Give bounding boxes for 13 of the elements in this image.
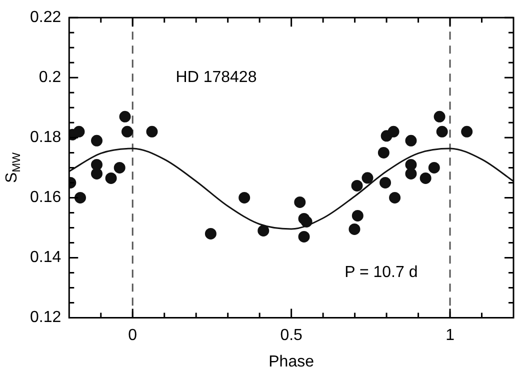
y-axis-title: SMW <box>3 152 23 183</box>
y-tick-label: 0.16 <box>30 189 62 206</box>
annotation: P = 10.7 d <box>344 264 418 282</box>
y-tick-label: 0.12 <box>30 309 62 326</box>
y-tick-label: 0.22 <box>30 9 62 26</box>
y-tick-label: 0.18 <box>30 129 62 146</box>
x-tick-label: 1 <box>446 326 455 344</box>
annotation: HD 178428 <box>176 69 257 86</box>
x-tick-label: 0 <box>128 326 138 344</box>
x-axis-title: Phase <box>268 353 314 370</box>
y-tick-label: 0.2 <box>38 69 62 86</box>
y-tick-label: 0.14 <box>30 249 62 266</box>
x-tick-label: 0.5 <box>280 326 303 344</box>
